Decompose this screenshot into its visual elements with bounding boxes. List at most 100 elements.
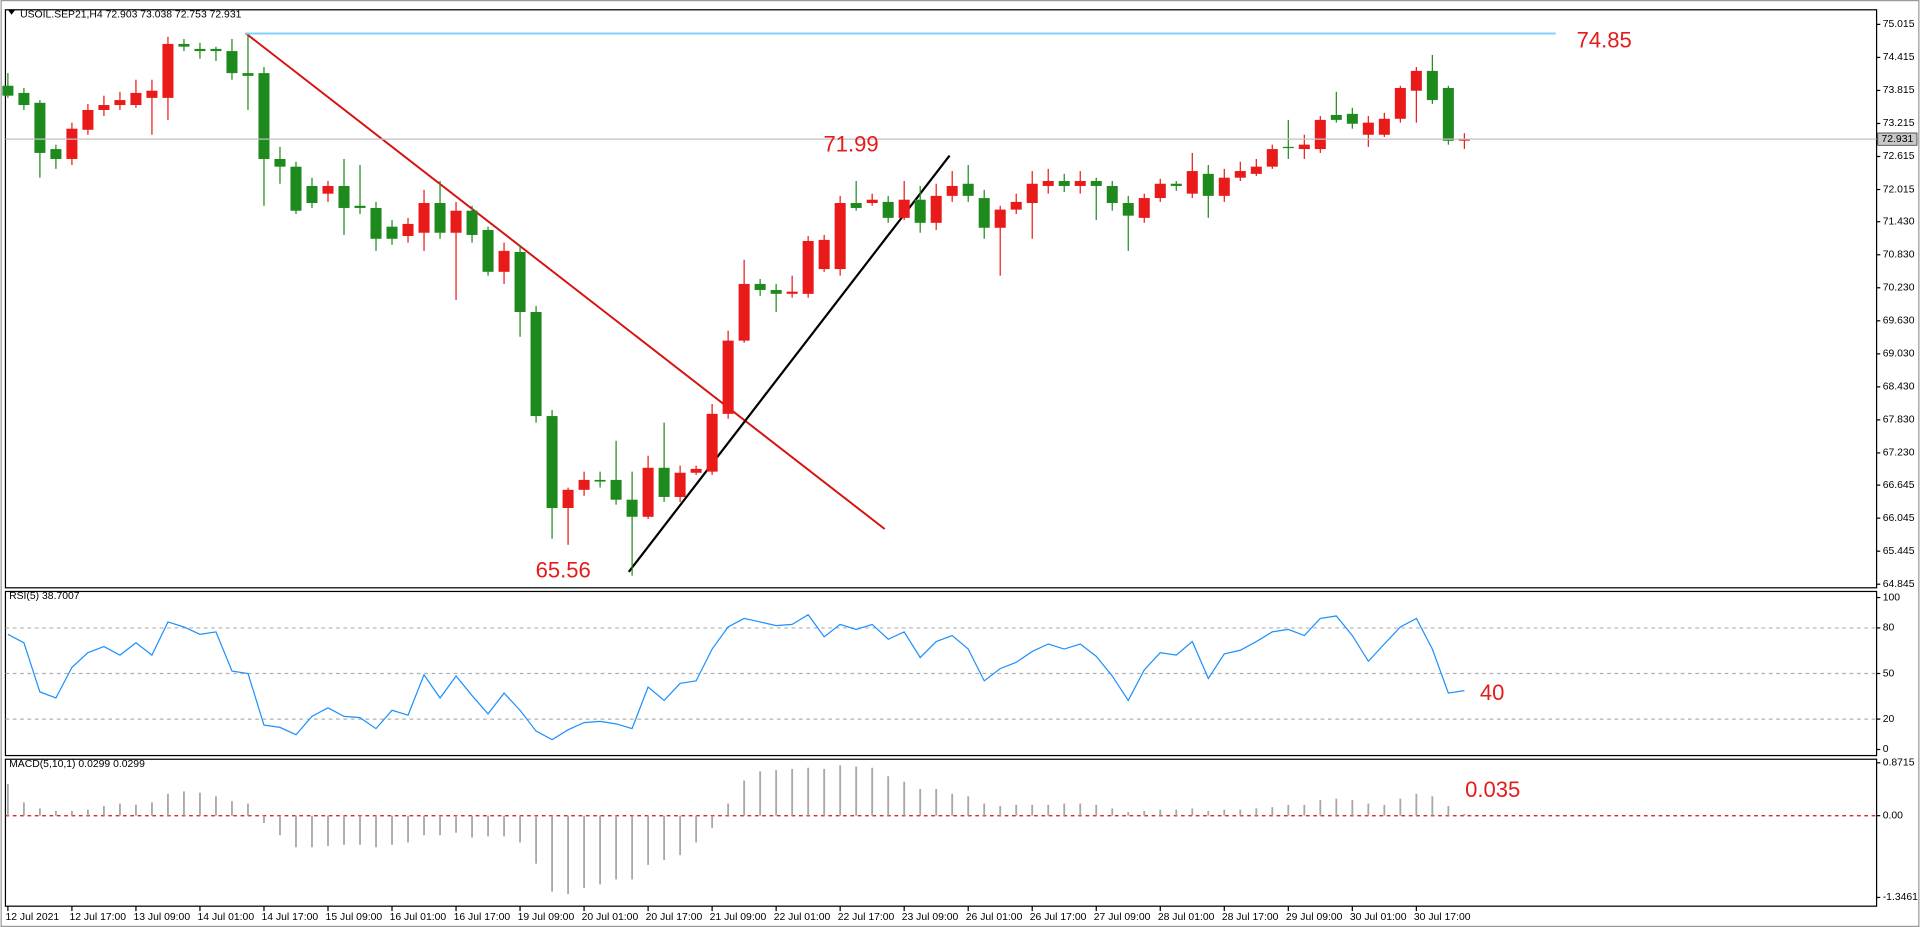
candle-body [226,51,238,74]
candle-body [194,48,206,52]
y-tick-label: 72.615 [1883,151,1915,162]
candle-body [82,109,94,130]
candle-body [1442,87,1454,141]
trend-line [627,154,951,573]
candle-body [1042,180,1054,186]
candle-body [1090,180,1102,186]
x-tick-label: 26 Jul 17:00 [1030,912,1087,923]
candle-body [290,166,302,211]
x-tick-label: 22 Jul 01:00 [774,912,831,923]
y-tick-label: 66.645 [1883,480,1915,491]
candle-body [1298,144,1310,150]
candle-body [18,92,30,106]
x-tick-label: 16 Jul 01:00 [390,912,447,923]
y-tick-label: 75.015 [1883,19,1915,30]
candle-body [1218,177,1230,196]
candle-body [1234,171,1246,178]
panel-title: MACD(5,10,1) 0.0299 0.0299 [9,759,145,770]
x-tick-label: 30 Jul 17:00 [1414,912,1471,923]
candle-body [930,195,942,223]
menu-triangle[interactable] [7,9,16,15]
x-tick-label: 30 Jul 01:00 [1350,912,1407,923]
x-tick-label: 14 Jul 01:00 [198,912,255,923]
annotation: 74.85 [1577,27,1632,52]
y-tick-label: -1.3461 [1883,892,1918,903]
candle-body [1138,198,1150,218]
candle-body [1282,146,1294,149]
y-tick-label: 68.430 [1883,382,1915,393]
candle-body [562,489,574,508]
candle-body [466,210,478,235]
y-tick-label: 67.830 [1883,415,1915,426]
annotation: 0.035 [1465,777,1520,802]
candle-body [98,105,110,110]
candle-body [850,203,862,208]
annotation: 40 [1480,680,1505,705]
x-tick-label: 12 Jul 2021 [5,912,59,923]
candle-body [338,185,350,208]
candle-body [1154,183,1166,199]
x-tick-label: 29 Jul 09:00 [1286,912,1343,923]
candle-body [1314,119,1326,150]
y-tick-label: 66.045 [1883,513,1915,524]
x-tick-label: 13 Jul 09:00 [133,912,190,923]
candle-body [434,203,446,233]
y-tick-label: 72.015 [1883,184,1915,195]
candle-body [1410,70,1422,91]
y-tick-label: 70.830 [1883,250,1915,261]
candle-body [2,85,14,96]
candle-body [546,416,558,508]
y-tick-label: 64.845 [1883,579,1915,590]
panel-title: USOIL.SEP21,H4 72.903 73.038 72.753 72.9… [20,9,241,20]
x-tick-label: 21 Jul 09:00 [710,912,767,923]
candle-body [786,291,798,294]
y-tick-label: 69.030 [1883,349,1915,360]
candle-body [818,239,830,270]
candle-body [482,229,494,272]
panel-title: RSI(5) 38.7007 [9,591,80,602]
candle-body [210,48,222,52]
y-tick-label: 20 [1883,714,1895,725]
candle-body [690,468,702,473]
y-tick-label: 69.630 [1883,316,1915,327]
candle-body [834,203,846,270]
y-tick-label: 73.215 [1883,118,1915,129]
candle-body [1186,171,1198,194]
candle-body [146,90,158,98]
x-tick-label: 27 Jul 09:00 [1094,912,1151,923]
macd-panel [4,758,1878,907]
candle-body [1122,203,1134,216]
candle-body [578,479,590,490]
candle-body [1026,183,1038,204]
candle-body [242,73,254,76]
x-tick-label: 14 Jul 17:00 [262,912,319,923]
y-tick-label: 0.00 [1883,810,1903,821]
candle-body [898,199,910,218]
candle-body [1266,149,1278,167]
candle-body [514,252,526,313]
candle-body [722,340,734,414]
x-tick-label: 20 Jul 01:00 [582,912,639,923]
x-tick-label: 15 Jul 09:00 [326,912,383,923]
candle-body [610,479,622,500]
candle-body [370,207,382,239]
annotation: 65.56 [536,558,591,583]
candle-body [66,128,78,159]
y-tick-label: 0 [1883,744,1889,755]
y-tick-label: 50 [1883,668,1895,679]
candle-body [882,201,894,218]
annotation: 71.99 [823,132,878,157]
candle-body [1170,183,1182,186]
candle-body [402,223,414,237]
candle-body [386,226,398,239]
candle-body [674,472,686,497]
candle-body [962,183,974,196]
candle-body [354,205,366,208]
candle-body [754,283,766,290]
candle-body [770,289,782,294]
y-tick-label: 73.815 [1883,85,1915,96]
candle-body [162,43,174,98]
candle-body [1058,180,1070,186]
